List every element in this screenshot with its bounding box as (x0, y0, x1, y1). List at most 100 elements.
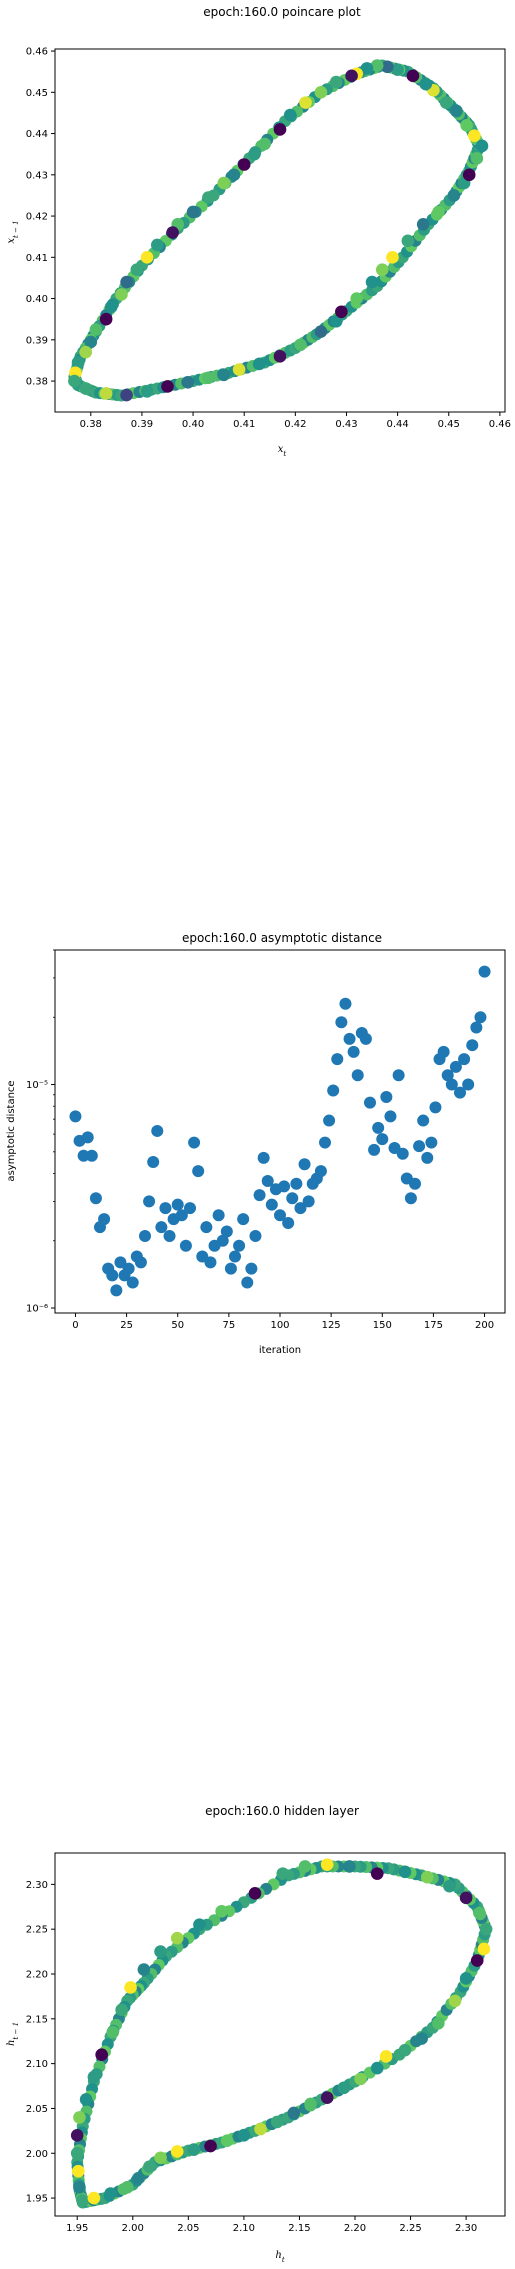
poincare-point (181, 376, 195, 389)
asymptotic-point (425, 1136, 438, 1149)
hidden-layer-point (420, 1870, 434, 1884)
asymptotic-point (110, 1284, 123, 1297)
hidden-layer-point (204, 2139, 217, 2153)
asymptotic-point (323, 1114, 336, 1127)
asymptotic-point (298, 1158, 311, 1171)
x-tick-label: 2.20 (344, 2223, 366, 2234)
hidden-layer-point (320, 1858, 334, 1871)
asymptotic-point (216, 1234, 229, 1247)
poincare-point (314, 86, 328, 99)
asymptotic-point (396, 1147, 409, 1160)
x-tick-label: 100 (270, 1320, 289, 1331)
poincare-point (406, 69, 420, 83)
poincare-point (294, 338, 307, 352)
asymptotic-point (89, 1192, 102, 1205)
asymptotic-point (335, 1016, 348, 1029)
poincare-point (416, 218, 430, 231)
poincare-point (314, 325, 328, 338)
y-tick-label: 2.20 (26, 1970, 48, 1981)
asymptotic-point (413, 1140, 426, 1153)
y-tick-label: 0.41 (26, 253, 48, 264)
poincare-point (283, 108, 297, 122)
hidden-layer-point (154, 2151, 167, 2165)
poincare-point (450, 104, 463, 118)
hidden-layer-point (370, 1867, 384, 1880)
asymptotic-point (200, 1221, 213, 1234)
poincare-point (68, 374, 81, 388)
asymptotic-point (376, 1133, 389, 1146)
poincare-point (99, 312, 113, 326)
poincare-point (217, 176, 231, 190)
x-tick-label: 2.00 (122, 2223, 144, 2234)
x-tick-label: 200 (475, 1320, 494, 1331)
asymptotic-point (445, 1078, 458, 1091)
y-tick-label: 2.15 (26, 2014, 48, 2025)
poincare-point (470, 152, 484, 165)
poincare-point (386, 251, 399, 264)
poincare-point (273, 123, 287, 136)
poincare-x-ticks: 0.38 0.39 0.40 0.41 0.42 0.43 0.44 0.45 0.46 (80, 412, 511, 430)
x-tick-label: 0.44 (386, 419, 408, 430)
poincare-point (370, 59, 384, 72)
asymptotic-y-label: asymptotic distance (6, 1080, 17, 1181)
hidden-layer-point (459, 1891, 473, 1905)
hidden-layer-plot-title: epoch:160.0 hidden layer (205, 1804, 359, 1818)
asymptotic-point (81, 1131, 94, 1144)
hidden-layer-point (104, 2187, 117, 2200)
asymptotic-point (188, 1136, 201, 1149)
x-tick-label: 2.05 (177, 2223, 199, 2234)
asymptotic-point (192, 1165, 205, 1178)
asymptotic-point (220, 1225, 233, 1238)
asymptotic-point (368, 1143, 381, 1156)
hidden-layer-point (106, 2025, 120, 2039)
asymptotic-point (278, 1180, 291, 1193)
asymptotic-point (159, 1202, 172, 1215)
asymptotic-point (454, 1086, 466, 1099)
hidden-layer-point (115, 2003, 128, 2017)
hidden-layer-point (320, 2091, 334, 2104)
hidden-layer-point (137, 1963, 151, 1976)
asymptotic-point (106, 1269, 119, 1282)
hidden-layer-point (143, 2160, 156, 2174)
y-tick-label: 0.42 (26, 212, 48, 223)
poincare-points (68, 59, 489, 402)
asymptotic-point (437, 1045, 450, 1058)
asymptotic-point (462, 1078, 475, 1091)
hidden-layer-point (432, 2016, 445, 2030)
x-tick-label: 0.39 (131, 419, 153, 430)
asymptotic-point (114, 1256, 127, 1269)
poincare-point (391, 63, 404, 76)
hidden-layer-point (248, 1887, 262, 1900)
asymptotic-point (384, 1110, 397, 1123)
poincare-point (99, 387, 113, 400)
hidden-layer-plot: epoch:160.0 hidden layer 1.95 2.00 2.05 2.1… (6, 1804, 506, 2264)
poincare-point (381, 60, 394, 74)
y-tick-label: 2.30 (26, 1880, 48, 1891)
x-tick-label: 0.41 (233, 419, 255, 430)
poincare-point (120, 275, 133, 289)
x-tick-label: 0.46 (489, 419, 511, 430)
asymptotic-point (331, 1053, 344, 1066)
asymptotic-point (249, 1230, 262, 1243)
hidden-layer-point (187, 2143, 201, 2156)
asymptotic-point (466, 1039, 479, 1052)
y-tick-label: 1.95 (26, 2194, 48, 2205)
x-tick-label: 175 (424, 1320, 443, 1331)
asymptotic-point (458, 1053, 471, 1066)
hidden-layer-point (398, 2043, 412, 2057)
hidden-layer-point (473, 1906, 486, 1920)
asymptotic-point (237, 1213, 250, 1226)
x-tick-label: 25 (120, 1320, 133, 1331)
asymptotic-distance-plot: epoch:160.0 asymptotic distance 0 25 50 75 1… (6, 931, 506, 1356)
y-tick-label: 0.46 (26, 47, 48, 58)
hidden-layer-x-ticks: 1.95 2.00 2.05 2.10 2.15 2.20 2.25 2.30 (66, 2216, 477, 2234)
x-tick-label: 2.25 (399, 2223, 421, 2234)
hidden-layer-x-label: ht (275, 2250, 284, 2264)
hidden-layer-point (95, 2048, 108, 2061)
x-tick-label: 75 (222, 1320, 235, 1331)
hidden-layer-point (479, 1922, 493, 1936)
poincare-point (161, 380, 174, 393)
poincare-point (79, 345, 92, 359)
asymptotic-point (478, 965, 491, 978)
asymptotic-point (290, 1177, 303, 1190)
